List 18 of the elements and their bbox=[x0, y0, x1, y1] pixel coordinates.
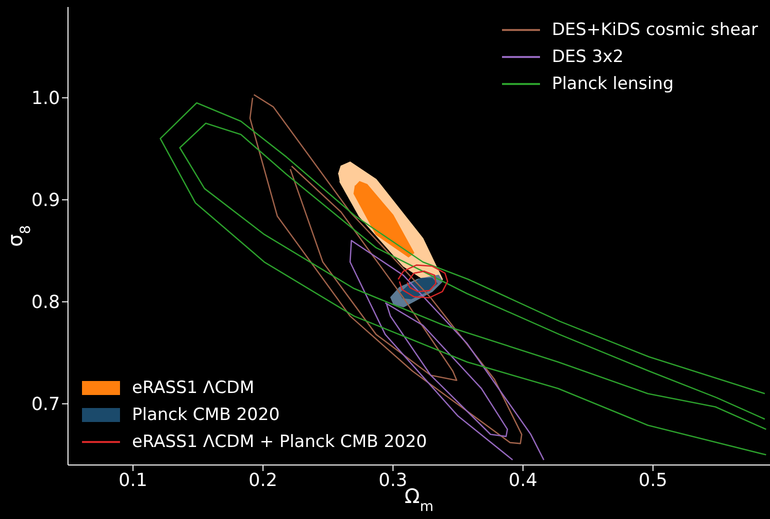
x-tick-label: 0.4 bbox=[508, 470, 538, 491]
x-tick-label: 0.3 bbox=[378, 470, 408, 491]
y-tick-label: 1.0 bbox=[31, 88, 60, 110]
x-axis-title: Ω$_{m}$ bbox=[404, 484, 434, 515]
legend-label: eRASS1 ΛCDM bbox=[132, 378, 254, 398]
line-series bbox=[290, 165, 458, 381]
x-tick-label: 0.1 bbox=[118, 470, 148, 491]
legend-label: Planck lensing bbox=[552, 74, 674, 94]
x-tick-label: 0.5 bbox=[638, 470, 668, 491]
y-tick-label: 0.9 bbox=[31, 190, 60, 212]
y-tick-label: 0.8 bbox=[31, 292, 60, 314]
legend-label: Planck CMB 2020 bbox=[132, 404, 280, 424]
legend-label: eRASS1 ΛCDM + Planck CMB 2020 bbox=[132, 432, 427, 452]
legend-label: DES+KiDS cosmic shear bbox=[552, 20, 758, 40]
y-tick-label: 0.7 bbox=[31, 394, 60, 416]
x-tick-label: 0.2 bbox=[248, 470, 278, 491]
legend-label: DES 3x2 bbox=[552, 46, 624, 66]
line-series bbox=[398, 264, 448, 298]
